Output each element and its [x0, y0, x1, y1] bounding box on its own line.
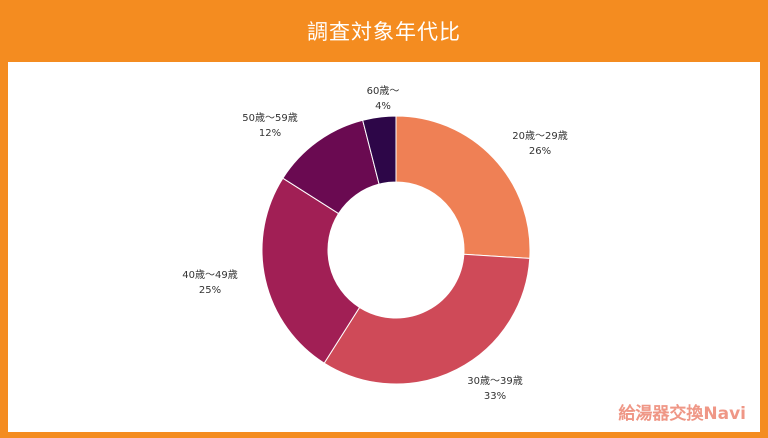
label-value-30s: 33%	[484, 391, 506, 402]
label-category-30s: 30歳〜39歳	[467, 375, 522, 387]
slice-20s	[395, 115, 531, 259]
label-category-40s: 40歳〜49歳	[182, 269, 237, 281]
brand-watermark: 給湯器交換Navi	[618, 404, 746, 424]
label-category-20s: 20歳〜29歳	[512, 130, 567, 142]
label-value-50s: 12%	[259, 128, 281, 139]
chart-panel: 20歳〜29歳 26% 30歳〜39歳 33% 40歳〜49歳 25% 50歳〜59歳 12%…	[8, 62, 760, 432]
label-category-50s: 50歳〜59歳	[242, 112, 297, 124]
donut-chart: 20歳〜29歳 26% 30歳〜39歳 33% 40歳〜49歳 25% 50歳〜59歳 12%…	[182, 85, 567, 402]
label-value-60s: 4%	[375, 101, 391, 112]
chart-title: 調査対象年代比	[307, 20, 461, 44]
label-value-20s: 26%	[529, 146, 551, 157]
slice-30s	[323, 253, 531, 385]
slice-60s	[362, 115, 397, 185]
label-category-60s: 60歳〜	[367, 85, 400, 97]
label-value-40s: 25%	[199, 285, 221, 296]
slice-40s	[261, 177, 361, 364]
